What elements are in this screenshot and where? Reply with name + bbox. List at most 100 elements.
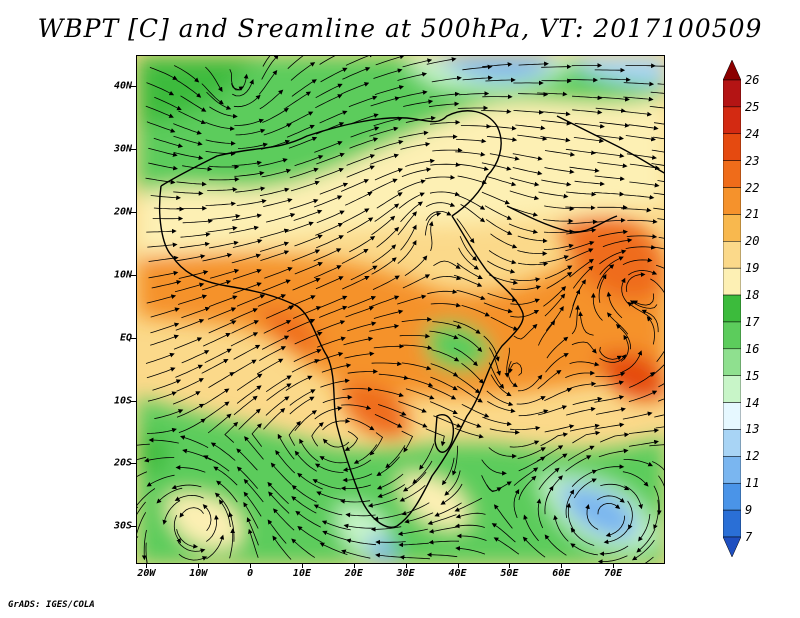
streamline	[652, 136, 664, 140]
streamline	[147, 242, 178, 248]
streamline	[545, 305, 564, 331]
streamline	[489, 428, 520, 435]
streamline	[316, 210, 345, 224]
streamline	[397, 294, 427, 305]
streamline	[319, 456, 349, 464]
streamline	[313, 265, 342, 279]
streamline	[203, 388, 230, 406]
colorbar-label: 18	[745, 288, 760, 303]
streamline	[319, 305, 348, 318]
lon-label: 20E	[344, 568, 363, 579]
streamline	[203, 333, 231, 347]
streamline	[243, 501, 259, 529]
coastline-layer	[158, 110, 664, 528]
streamline	[289, 389, 316, 406]
streamline	[202, 279, 232, 291]
streamline	[565, 370, 595, 378]
streamline	[621, 110, 652, 117]
streamline	[430, 363, 459, 377]
streamline	[150, 195, 181, 201]
streamline	[490, 316, 519, 331]
streamline	[629, 163, 660, 171]
streamline	[570, 527, 595, 546]
streamline	[541, 179, 572, 187]
streamline	[375, 539, 406, 545]
streamline	[606, 291, 623, 319]
streamline	[259, 187, 290, 197]
colorbar-segment	[723, 321, 741, 350]
streamline	[153, 206, 185, 212]
streamline	[653, 499, 659, 530]
streamline	[153, 137, 184, 148]
colorbar-segment	[723, 214, 741, 242]
streamline	[629, 371, 656, 388]
streamline	[405, 388, 435, 400]
streamline	[373, 513, 404, 522]
streamline	[404, 255, 428, 277]
streamline	[315, 276, 344, 290]
streamline	[339, 498, 371, 504]
streamline	[627, 500, 633, 530]
streamline	[542, 453, 568, 472]
streamline	[504, 347, 510, 378]
map-panel[interactable]	[136, 55, 665, 564]
streamline	[565, 148, 596, 156]
streamline	[596, 407, 626, 415]
streamline	[595, 107, 626, 113]
streamline	[258, 158, 288, 167]
streamline	[293, 349, 322, 362]
streamline	[291, 79, 317, 97]
streamline	[599, 354, 627, 363]
streamline	[402, 58, 433, 68]
streamline	[485, 219, 513, 235]
grads-credit: GrADS: IGES/COLA	[8, 600, 95, 610]
streamline	[291, 485, 317, 503]
streamline	[208, 164, 240, 170]
streamline	[401, 502, 430, 516]
lon-tick	[561, 564, 563, 568]
streamline	[429, 401, 458, 415]
lon-tick	[301, 564, 303, 568]
streamline	[594, 422, 625, 430]
colorbar-segment	[723, 187, 741, 215]
streamline	[176, 181, 207, 187]
streamline	[367, 497, 398, 508]
streamline	[229, 308, 258, 322]
streamline	[266, 213, 296, 223]
streamline	[452, 445, 458, 476]
streamline	[207, 307, 237, 320]
streamline	[486, 481, 512, 492]
streamline	[508, 362, 523, 376]
streamline	[654, 65, 664, 67]
streamline	[405, 158, 435, 167]
streamline	[426, 552, 458, 558]
streamline	[572, 396, 603, 406]
streamline	[567, 219, 598, 225]
streamline	[208, 240, 239, 249]
streamline	[399, 414, 428, 428]
streamline	[202, 253, 233, 262]
streamline	[453, 320, 481, 334]
streamline	[566, 406, 596, 416]
streamline	[315, 223, 344, 236]
streamline	[490, 233, 518, 249]
streamline	[517, 447, 546, 459]
streamline	[569, 166, 600, 173]
lat-tick	[131, 149, 136, 151]
streamline	[316, 320, 346, 332]
streamline	[294, 154, 324, 167]
lon-tick	[250, 564, 252, 568]
streamline	[513, 109, 544, 115]
colorbar-label: 22	[745, 180, 760, 195]
streamline	[176, 378, 204, 392]
streamline	[206, 514, 219, 542]
streamline	[374, 139, 404, 151]
streamline	[567, 445, 595, 461]
streamline	[597, 502, 621, 515]
streamline	[572, 95, 603, 101]
streamline	[631, 539, 655, 561]
colorbar-label: 14	[745, 395, 760, 410]
streamline	[565, 240, 595, 252]
streamline	[182, 218, 213, 224]
lat-tick	[131, 274, 136, 276]
